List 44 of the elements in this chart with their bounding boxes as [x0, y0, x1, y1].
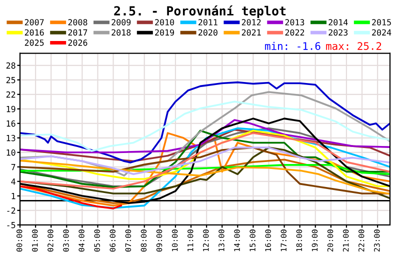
legend-label: 2020 [198, 29, 218, 36]
legend-label: 2018 [112, 29, 131, 36]
legend-label: 2023 [328, 29, 348, 36]
legend-label: 2008 [68, 19, 88, 26]
y-tick-label: 1 [12, 193, 16, 200]
line-series [20, 146, 390, 176]
legend-label: 2009 [112, 19, 131, 26]
line-series [20, 164, 390, 176]
text: max: 25.2 [326, 42, 382, 50]
y-tick-label: 13 [6, 134, 16, 142]
y-tick-label: 4 [11, 178, 16, 185]
chart-title: 2.5. - Porovnání teplot [114, 5, 286, 18]
line-series [20, 100, 390, 152]
legend-label: 2026 [68, 40, 88, 46]
legend-label: 2013 [285, 19, 304, 26]
legend-label: 2022 [285, 29, 304, 36]
line-series [20, 185, 122, 210]
y-tick-label: 16 [6, 120, 16, 127]
legend-label: 2015 [372, 19, 391, 26]
y-tick-label: 22 [6, 91, 16, 98]
line-series [20, 119, 390, 154]
y-tick-label: -2 [7, 207, 16, 214]
legend-label: 2019 [155, 29, 174, 36]
text: min: -1.6 [265, 42, 320, 50]
y-tick-label: 28 [6, 62, 16, 69]
y-tick-label: 19 [6, 106, 16, 112]
y-tick-label: 10 [6, 149, 16, 156]
legend-label: 2011 [198, 19, 218, 26]
legend-label: 2012 [242, 19, 261, 26]
legend-label: 2017 [68, 29, 88, 36]
line-series [20, 160, 390, 195]
y-tick-label: 7 [11, 164, 16, 170]
legend-label: 2024 [372, 29, 392, 36]
legend-label: 2016 [24, 29, 44, 36]
line-series [20, 158, 390, 204]
legend-label: 2007 [24, 19, 44, 26]
legend-label: 2021 [242, 29, 261, 36]
y-tick-label: 25 [6, 76, 16, 84]
legend-label: 2010 [155, 19, 174, 26]
line-series [20, 91, 390, 176]
legend-label: 2014 [328, 19, 348, 26]
text: 2025 [24, 40, 44, 46]
line-series [20, 81, 390, 164]
y-tick-label: -5 [7, 222, 16, 228]
